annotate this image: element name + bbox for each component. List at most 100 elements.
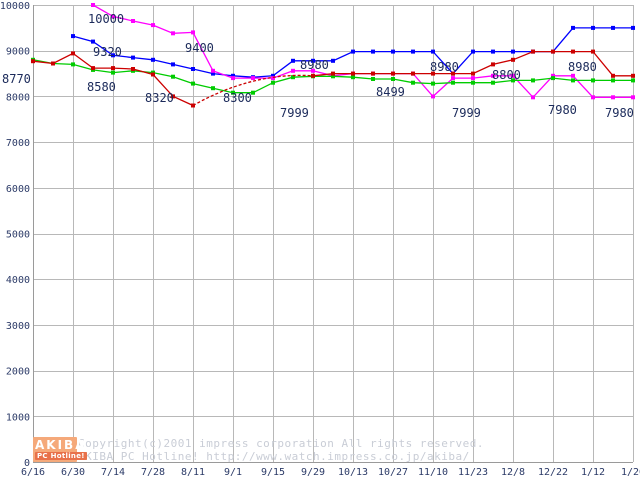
- data-point-marker: [351, 71, 355, 76]
- data-point-marker: [31, 59, 35, 64]
- data-point-marker: [311, 73, 315, 78]
- value-annotation: 7999: [452, 106, 481, 120]
- data-point-marker: [431, 71, 435, 76]
- value-annotation: 8980: [300, 58, 329, 72]
- data-point-marker: [311, 58, 315, 63]
- data-point-marker: [91, 3, 95, 7]
- data-point-marker: [431, 94, 435, 99]
- data-point-marker: [631, 25, 635, 30]
- y-tick-label: 4000: [6, 275, 30, 286]
- data-point-marker: [451, 71, 455, 76]
- data-point-marker: [191, 103, 195, 108]
- data-point-marker: [131, 67, 135, 71]
- y-tick-label: 2000: [6, 367, 30, 378]
- series-layer: [31, 3, 635, 108]
- value-annotation: 7980: [548, 103, 577, 117]
- value-annotation: 8499: [376, 85, 405, 99]
- data-point-marker: [311, 68, 315, 73]
- data-point-marker: [251, 90, 255, 95]
- data-point-marker: [471, 80, 475, 85]
- data-point-marker: [151, 57, 155, 62]
- data-point-marker: [291, 75, 295, 80]
- value-annotation: 8300: [223, 91, 252, 105]
- data-point-marker: [611, 25, 615, 30]
- x-tick-label: 11/10: [418, 467, 448, 478]
- series-gap-dashed-red: [192, 74, 314, 107]
- data-point-marker: [391, 77, 395, 81]
- data-point-marker: [271, 80, 275, 85]
- data-point-marker: [331, 71, 335, 76]
- data-point-marker: [171, 94, 175, 99]
- y-tick-label: 9000: [6, 47, 30, 58]
- data-point-marker: [511, 73, 515, 78]
- data-point-marker: [511, 49, 515, 54]
- data-point-marker: [51, 61, 55, 66]
- data-point-marker: [491, 62, 495, 67]
- data-point-marker: [431, 81, 435, 86]
- data-point-marker: [271, 76, 275, 81]
- value-annotation: 7980: [605, 106, 634, 120]
- data-point-marker: [111, 66, 115, 71]
- y-tick-label: 7000: [6, 138, 30, 149]
- y-tick-label: 5000: [6, 230, 30, 241]
- series-red: [31, 49, 635, 108]
- data-point-marker: [291, 58, 295, 63]
- value-annotation: 8980: [568, 60, 597, 74]
- x-tick-label: 12/8: [501, 467, 525, 478]
- data-point-marker: [371, 71, 375, 76]
- data-point-marker: [111, 53, 115, 58]
- value-annotation: 9400: [185, 41, 214, 55]
- data-point-marker: [211, 86, 215, 91]
- series-green: [31, 57, 635, 95]
- x-tick-label: 12/22: [538, 467, 568, 478]
- data-point-marker: [551, 76, 555, 81]
- x-tick-label: 8/11: [181, 467, 205, 478]
- akiba-logo-text: AKIBA: [35, 438, 87, 452]
- y-axis-tick-labels: 0 1000 2000 3000 4000 5000 6000 7000 8000 9000 100…: [0, 1, 30, 469]
- data-point-marker: [191, 81, 195, 86]
- data-point-marker: [471, 49, 475, 54]
- data-point-marker: [151, 72, 155, 77]
- footer-credits: Copyright(c)2001 impress corporation All…: [78, 437, 484, 463]
- data-point-marker: [591, 78, 595, 83]
- x-tick-label: 9/15: [261, 467, 285, 478]
- data-point-marker: [71, 62, 75, 67]
- data-point-marker: [91, 39, 95, 44]
- value-annotation: 8320: [145, 91, 174, 105]
- data-point-marker: [411, 71, 415, 76]
- data-point-marker: [231, 76, 235, 81]
- x-tick-label: 10/13: [338, 467, 368, 478]
- value-annotation: 8580: [87, 80, 116, 94]
- data-point-marker: [491, 73, 495, 78]
- value-annotation: 8800: [492, 68, 521, 82]
- data-point-marker: [171, 31, 175, 36]
- data-point-marker: [211, 68, 215, 73]
- value-annotation: 8770: [2, 72, 31, 86]
- y-tick-label: 6000: [6, 184, 30, 195]
- data-point-marker: [591, 95, 595, 100]
- y-tick-label: 10000: [0, 1, 30, 12]
- data-point-marker: [291, 68, 295, 73]
- x-tick-label: 10/27: [378, 467, 408, 478]
- data-point-marker: [131, 55, 135, 60]
- data-point-marker: [151, 23, 155, 28]
- data-point-marker: [371, 49, 375, 54]
- data-point-marker: [131, 19, 135, 23]
- data-point-marker: [271, 73, 275, 78]
- x-tick-label: 11/23: [458, 467, 488, 478]
- x-axis-tick-labels: 6/16 6/30 7/14 7/28 8/11 9/1 9/15 9/29 10/13 10/2…: [21, 467, 640, 478]
- grid-layer: [33, 5, 634, 463]
- x-tick-label: 1/12: [581, 467, 605, 478]
- value-annotation: 10000: [88, 12, 124, 26]
- data-point-marker: [571, 49, 575, 54]
- data-point-marker: [351, 75, 355, 80]
- data-point-marker: [331, 58, 335, 63]
- data-point-marker: [391, 71, 395, 76]
- data-point-marker: [171, 62, 175, 67]
- data-point-marker: [591, 25, 595, 30]
- data-point-marker: [451, 80, 455, 85]
- data-point-marker: [571, 25, 575, 30]
- data-point-marker: [551, 73, 555, 78]
- y-tick-label: 3000: [6, 321, 30, 332]
